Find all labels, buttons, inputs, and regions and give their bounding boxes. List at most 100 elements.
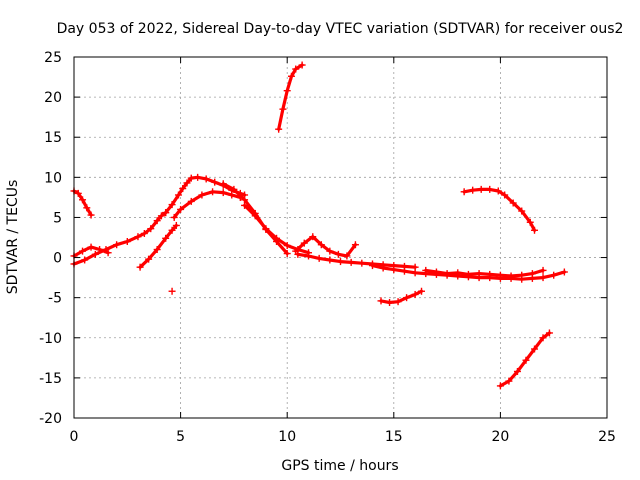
data-point — [305, 252, 313, 260]
data-point — [162, 209, 170, 217]
data-point — [469, 186, 477, 194]
data-point — [145, 255, 153, 263]
data-point — [153, 246, 161, 254]
data-point — [172, 221, 180, 229]
data-point — [411, 290, 419, 298]
data-point — [283, 250, 291, 258]
data-point — [123, 238, 131, 246]
data-point — [187, 197, 195, 205]
data-point — [283, 87, 291, 95]
y-tick-label: 0 — [53, 251, 62, 267]
x-tick-label: 20 — [491, 429, 509, 445]
data-point — [379, 264, 387, 272]
data-point — [526, 218, 534, 226]
data-point — [262, 225, 270, 233]
data-point — [292, 65, 300, 73]
y-tick-label: -20 — [39, 411, 62, 427]
data-point — [337, 258, 344, 266]
data-point — [287, 72, 295, 80]
data-point — [509, 199, 517, 207]
data-point — [198, 191, 206, 199]
data-point — [211, 178, 219, 186]
y-tick-labels: -20 -15 -10 -5 0 5 10 15 20 25 — [39, 50, 62, 427]
series-track-13 — [275, 61, 306, 133]
data-point — [300, 239, 308, 247]
data-point — [298, 61, 306, 69]
data-point — [104, 249, 112, 257]
data-point — [496, 271, 504, 279]
data-point — [177, 205, 185, 213]
data-point — [219, 189, 227, 197]
data-point — [113, 241, 121, 249]
data-point — [202, 175, 210, 183]
data-point — [134, 233, 142, 241]
data-point — [79, 196, 87, 204]
series-track-15 — [377, 287, 426, 306]
series-track-16 — [496, 329, 553, 390]
data-point — [454, 269, 462, 277]
data-point — [326, 256, 334, 264]
data-point — [157, 212, 165, 220]
series-line — [462, 187, 537, 232]
data-point — [347, 258, 355, 266]
data-point — [464, 270, 472, 278]
data-point — [273, 234, 281, 242]
x-tick-label: 25 — [598, 429, 616, 445]
x-axis-label: GPS time / hours — [281, 458, 398, 474]
data-point — [315, 254, 323, 262]
data-point — [179, 185, 187, 193]
data-point — [560, 268, 568, 276]
series-track-6 — [170, 188, 244, 221]
data-point — [81, 256, 89, 264]
data-point — [83, 204, 91, 212]
series-track-4 — [136, 221, 180, 271]
data-point — [343, 252, 351, 260]
data-point — [317, 241, 325, 249]
x-tick-label: 5 — [176, 429, 185, 445]
data-point — [87, 211, 95, 219]
data-point — [377, 297, 385, 305]
series-track-14 — [460, 185, 539, 234]
data-point — [194, 173, 202, 181]
data-point — [140, 229, 148, 237]
data-point — [386, 298, 394, 306]
data-point — [422, 266, 430, 274]
data-point — [494, 187, 502, 195]
data-point — [241, 201, 249, 209]
data-point — [87, 243, 95, 251]
data-point — [351, 241, 359, 249]
data-point — [209, 188, 217, 196]
data-point — [513, 367, 521, 375]
data-point — [283, 242, 291, 250]
data-point — [507, 272, 515, 280]
data-point — [74, 189, 82, 197]
data-point — [219, 180, 227, 188]
data-point — [251, 212, 259, 220]
series-track-9 — [292, 233, 359, 260]
data-point — [477, 185, 485, 193]
data-point — [518, 207, 526, 215]
y-tick-label: 20 — [44, 90, 62, 106]
y-tick-label: 15 — [44, 130, 62, 146]
data-point — [531, 226, 539, 234]
data-point — [153, 217, 161, 225]
data-point — [432, 268, 440, 276]
data-point — [168, 201, 176, 209]
series-line — [138, 223, 178, 269]
data-point — [460, 188, 468, 196]
data-point — [230, 185, 238, 193]
data-point — [539, 266, 547, 274]
data-point — [174, 191, 182, 199]
data-point — [368, 262, 376, 270]
data-point — [486, 270, 494, 278]
data-point — [545, 329, 553, 337]
data-point — [522, 356, 530, 364]
data-point — [309, 233, 317, 241]
data-point — [539, 274, 547, 282]
x-tick-label: 15 — [385, 429, 403, 445]
data-point — [168, 226, 176, 234]
data-point — [334, 250, 342, 258]
data-point — [550, 271, 558, 279]
data-point — [187, 174, 195, 182]
